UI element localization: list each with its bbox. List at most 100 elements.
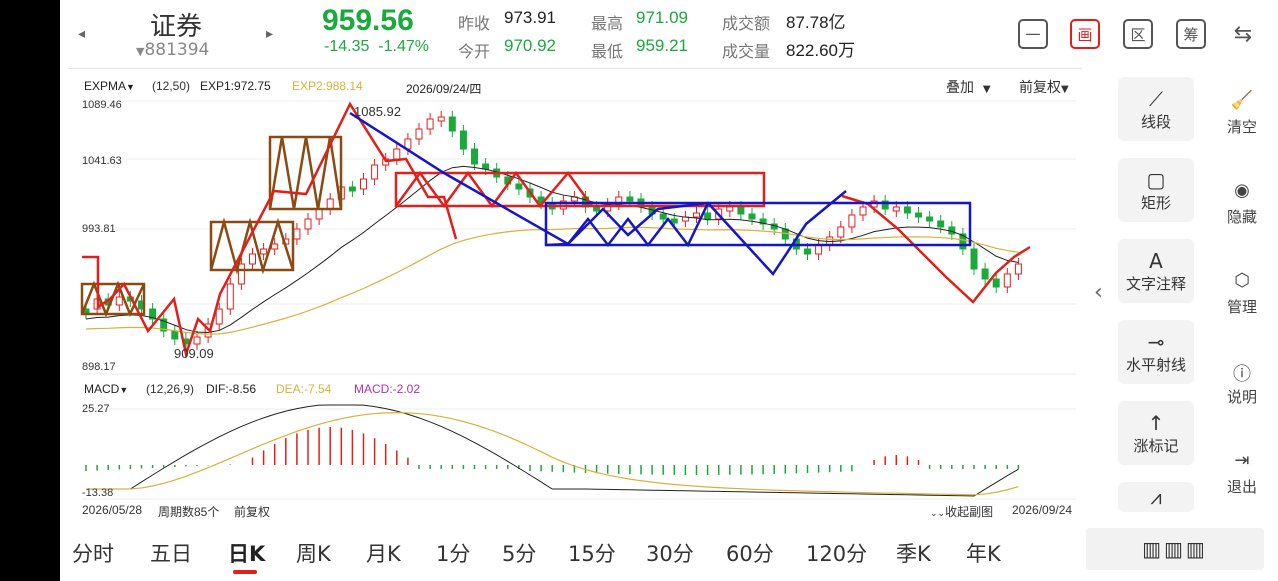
period-15min[interactable]: 15分 bbox=[568, 542, 616, 566]
period-quarterly[interactable]: 季K bbox=[896, 542, 931, 566]
macd-y-bottom: -13.38 bbox=[82, 487, 114, 499]
right-tool-hide[interactable]: ◉ 隐藏 bbox=[1226, 180, 1257, 226]
high-value: 971.09 bbox=[636, 8, 688, 27]
macd-value: MACD:-2.02 bbox=[354, 382, 421, 396]
period-5min[interactable]: 5分 bbox=[502, 542, 537, 566]
next-stock-icon[interactable]: ▸ bbox=[266, 26, 274, 42]
candle-body bbox=[748, 213, 756, 220]
minus-box-icon[interactable]: 一 bbox=[1018, 19, 1048, 49]
candle-body bbox=[226, 283, 234, 310]
stock-code: ▼881394 bbox=[136, 40, 210, 60]
blue-trend-line bbox=[349, 111, 847, 277]
brown-zigzag-2 bbox=[209, 217, 295, 275]
region-icon[interactable]: 区 bbox=[1123, 19, 1153, 49]
red-annotations bbox=[82, 101, 1031, 359]
macd-dropdown-icon[interactable]: ▼ bbox=[119, 385, 129, 395]
prev-close-value: 973.91 bbox=[504, 8, 556, 27]
candle-body bbox=[249, 253, 256, 265]
tool-rectangle[interactable]: ▢ 矩形 bbox=[1118, 158, 1194, 222]
collapse-subchart-button[interactable]: ⌄⌄收起副图 bbox=[930, 505, 994, 519]
amount-label: 成交额 bbox=[722, 14, 771, 33]
period-count: 周期数85个 bbox=[158, 505, 220, 519]
candle-body bbox=[115, 296, 123, 306]
open-label: 今开 bbox=[458, 42, 491, 61]
exp2-value: EXP2:988.14 bbox=[292, 79, 363, 93]
candle-body bbox=[193, 336, 201, 345]
right-tool-exit[interactable]: ⇥ 退出 bbox=[1226, 450, 1257, 496]
segment-icon: ⟋ bbox=[1149, 86, 1163, 111]
tool-more[interactable]: ⩘ bbox=[1118, 482, 1194, 512]
candle-body bbox=[293, 228, 301, 240]
period-120min[interactable]: 120分 bbox=[806, 542, 868, 566]
candle-body bbox=[371, 164, 379, 180]
tool-horizontal-ray[interactable]: ⊸ 水平射线 bbox=[1118, 320, 1194, 384]
candle-body bbox=[171, 330, 179, 340]
low-annotation: 909.09 bbox=[174, 346, 214, 361]
exit-icon: ⇥ bbox=[1234, 450, 1250, 471]
candle-body bbox=[515, 183, 523, 190]
blue-annotations bbox=[349, 111, 972, 277]
dea-line bbox=[86, 411, 1019, 496]
adjust-button[interactable]: 前复权▼ bbox=[1019, 80, 1069, 96]
right-tool-help[interactable]: ⓘ 说明 bbox=[1218, 360, 1266, 407]
text-icon: A bbox=[1149, 248, 1163, 273]
prev-stock-icon[interactable]: ◂ bbox=[78, 26, 86, 42]
adjust-chevron-icon: ▼ bbox=[1061, 84, 1069, 95]
price-change: -14.35 -1.47% bbox=[324, 38, 429, 55]
candle-body bbox=[160, 318, 168, 332]
kline-chart-svg bbox=[80, 100, 1076, 500]
draw-icon[interactable]: 画 bbox=[1070, 19, 1100, 49]
chart-area[interactable]: EXPMA▼ (12,50) EXP1:972.75 EXP2:988.14 2… bbox=[68, 68, 1082, 520]
chevron-down-icon[interactable]: ▼ bbox=[136, 45, 145, 58]
tool-segment[interactable]: ⟋ 线段 bbox=[1118, 77, 1194, 141]
candle-body bbox=[704, 212, 712, 220]
high-annotation: 1085.92 bbox=[354, 104, 401, 119]
low-value: 959.21 bbox=[636, 36, 688, 55]
tool-rise-mark[interactable]: ↑ 涨标记 bbox=[1118, 401, 1194, 465]
y-label-3: 993.81 bbox=[82, 223, 116, 235]
candle-body bbox=[848, 214, 856, 228]
period-yearly[interactable]: 年K bbox=[966, 542, 1001, 566]
candle-body bbox=[415, 128, 423, 140]
candle-body bbox=[315, 208, 323, 220]
period-5day[interactable]: 五日 bbox=[150, 542, 192, 566]
macd-indicator[interactable]: MACD▼ bbox=[84, 382, 129, 396]
kline-indicator[interactable]: EXPMA▼ bbox=[84, 79, 135, 93]
right-tool-clear[interactable]: 🧹 清空 bbox=[1226, 90, 1257, 136]
device-switch-icon[interactable]: ⇆ bbox=[1233, 21, 1253, 47]
period-intraday[interactable]: 分时 bbox=[72, 542, 114, 566]
candle-body bbox=[970, 248, 978, 270]
macd-params: (12,26,9) bbox=[146, 382, 195, 396]
period-30min[interactable]: 30分 bbox=[646, 542, 694, 566]
candle-body bbox=[348, 186, 356, 192]
period-monthly[interactable]: 月K bbox=[366, 542, 401, 566]
end-date: 2026/09/24 bbox=[1012, 503, 1073, 517]
candle-body bbox=[926, 216, 934, 222]
red-box bbox=[394, 171, 766, 208]
y-label-1: 1089.46 bbox=[82, 99, 122, 111]
footer-adjust: 前复权 bbox=[234, 505, 271, 519]
horizontal-ray-icon: ⊸ bbox=[1147, 329, 1165, 354]
overlay-chevron-icon: ▼ bbox=[982, 84, 991, 95]
collapse-panel-icon[interactable]: ‹ bbox=[1094, 280, 1103, 305]
period-60min[interactable]: 60分 bbox=[726, 542, 774, 566]
right-tool-manage[interactable]: ⬡ 管理 bbox=[1226, 270, 1257, 316]
chip-icon[interactable]: 筹 bbox=[1176, 19, 1206, 49]
current-price: 959.56 bbox=[322, 4, 414, 37]
period-weekly[interactable]: 周K bbox=[296, 542, 331, 566]
candle-body bbox=[815, 244, 823, 255]
period-1min[interactable]: 1分 bbox=[436, 542, 471, 566]
candle-body bbox=[260, 248, 268, 255]
period-daily[interactable]: 日K bbox=[228, 542, 266, 566]
period-underline bbox=[233, 570, 257, 574]
blue-box-1 bbox=[544, 201, 972, 247]
candle-body bbox=[804, 248, 811, 255]
overlay-button[interactable]: 叠加 ▼ bbox=[946, 80, 991, 96]
more-periods-icon[interactable]: ▥▥▥ bbox=[1086, 528, 1264, 570]
help-icon: ⓘ bbox=[1233, 364, 1251, 385]
candle-body bbox=[937, 220, 945, 228]
macd-y-top: 25.27 bbox=[82, 403, 110, 415]
high-label: 最高 bbox=[591, 14, 624, 33]
tool-text-note[interactable]: A 文字注释 bbox=[1118, 239, 1194, 303]
indicator-dropdown-icon[interactable]: ▼ bbox=[126, 82, 135, 92]
